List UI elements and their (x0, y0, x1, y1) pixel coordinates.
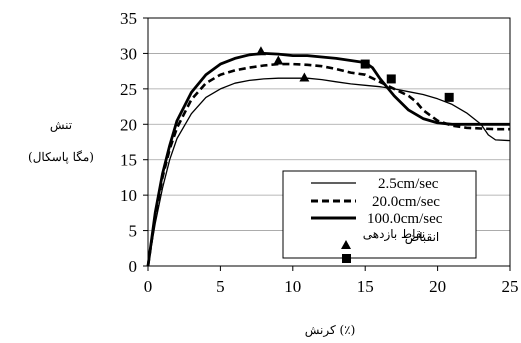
yield-point-marker (273, 55, 284, 65)
axis-ticks: 0 5 10 15 20 25 30 35 0 5 10 15 20 25 (120, 9, 519, 296)
y-tick-label: 5 (129, 222, 138, 241)
legend-triangle-marker (341, 240, 351, 249)
x-tick-label: 20 (429, 277, 446, 296)
x-tick-label: 25 (502, 277, 519, 296)
y-tick-label: 10 (120, 186, 137, 205)
legend-label-2-5: 2.5cm/sec (378, 176, 439, 192)
yield-point-marker (255, 46, 266, 56)
legend-box (282, 170, 477, 259)
necking-point-marker (360, 59, 370, 69)
x-tick-label: 5 (216, 277, 225, 296)
y-tick-label: 15 (120, 151, 137, 170)
legend-label-yield: نقاط بازدهی (363, 227, 425, 242)
y-tick-label: 35 (120, 9, 137, 28)
series-line-2 (146, 52, 510, 267)
y-axis-label-line1: تنش (50, 118, 72, 132)
x-axis-label: کرنش (٪) (305, 323, 356, 337)
y-tick-label: 30 (120, 44, 137, 63)
marker-layer (255, 46, 454, 102)
x-tick-label: 10 (284, 277, 301, 296)
legend-square-marker (342, 254, 351, 263)
legend: 2.5cm/sec 20.0cm/sec 100.0cm/sec نقاط با… (282, 170, 477, 263)
y-tick-label: 0 (129, 257, 138, 276)
legend-label-100: 100.0cm/sec (367, 211, 443, 227)
legend-label-necking: انقباض (405, 230, 440, 245)
x-tick-label: 0 (144, 277, 153, 296)
series-line-1 (146, 62, 510, 267)
necking-point-marker (386, 74, 396, 84)
series-line-0 (147, 77, 511, 267)
legend-label-20: 20.0cm/sec (372, 194, 440, 210)
necking-point-marker (444, 92, 454, 102)
y-tick-label: 20 (120, 115, 137, 134)
yield-point-marker (299, 72, 310, 82)
x-tick-label: 15 (357, 277, 374, 296)
y-axis-label-line2: (مگا پاسکال) (28, 150, 94, 164)
series-layer (146, 52, 511, 267)
y-tick-label: 25 (120, 80, 137, 99)
plot-frame (147, 17, 511, 267)
